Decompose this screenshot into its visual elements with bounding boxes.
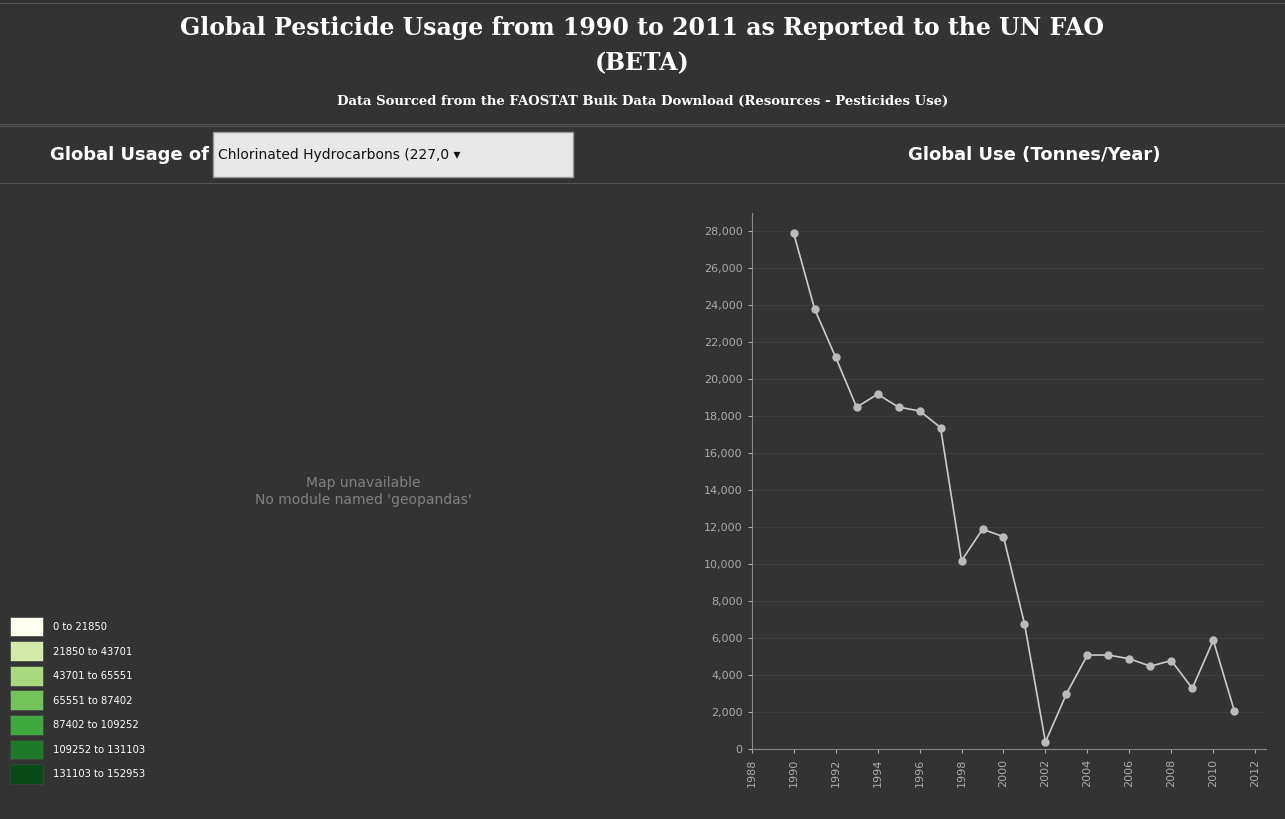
- Text: 21850 to 43701: 21850 to 43701: [54, 646, 132, 657]
- Text: 43701 to 65551: 43701 to 65551: [54, 671, 132, 681]
- Bar: [10, 641, 42, 661]
- Text: Global Use (Tonnes/Year): Global Use (Tonnes/Year): [908, 146, 1160, 164]
- Bar: [10, 690, 42, 710]
- Bar: [10, 617, 42, 636]
- Bar: [10, 764, 42, 784]
- Text: Global Pesticide Usage from 1990 to 2011 as Reported to the UN FAO: Global Pesticide Usage from 1990 to 2011…: [180, 16, 1105, 40]
- Text: Global Usage of: Global Usage of: [50, 146, 209, 164]
- Text: 131103 to 152953: 131103 to 152953: [54, 769, 145, 780]
- Bar: [10, 715, 42, 735]
- Bar: [10, 740, 42, 759]
- Text: 0 to 21850: 0 to 21850: [54, 622, 108, 632]
- Text: Data Sourced from the FAOSTAT Bulk Data Download (Resources - Pesticides Use): Data Sourced from the FAOSTAT Bulk Data …: [337, 95, 948, 108]
- Text: (BETA): (BETA): [595, 52, 690, 75]
- Text: 87402 to 109252: 87402 to 109252: [54, 720, 139, 731]
- Text: Map unavailable
No module named 'geopandas': Map unavailable No module named 'geopand…: [254, 477, 472, 506]
- Text: 109252 to 131103: 109252 to 131103: [54, 744, 145, 755]
- Text: 65551 to 87402: 65551 to 87402: [54, 695, 132, 706]
- Text: Chlorinated Hydrocarbons (227,0 ▾: Chlorinated Hydrocarbons (227,0 ▾: [218, 147, 461, 162]
- Bar: [10, 666, 42, 686]
- FancyBboxPatch shape: [213, 133, 573, 177]
